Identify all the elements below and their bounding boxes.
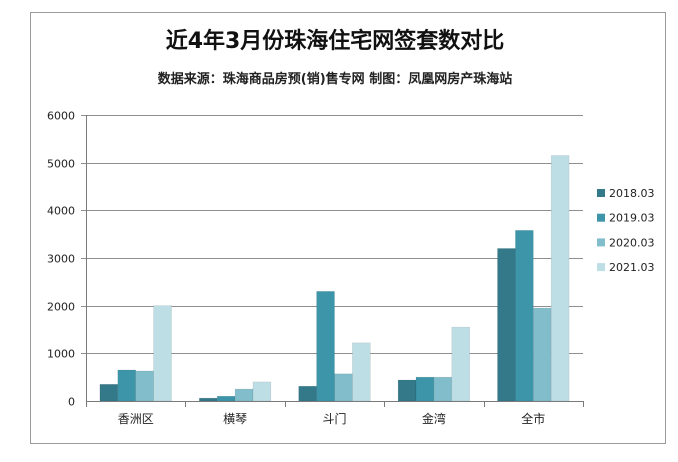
x-tick-label: 香洲区 — [118, 412, 154, 426]
legend-swatch — [597, 213, 605, 222]
chart-title: 近4年3月份珠海住宅网签套数对比 — [165, 29, 505, 54]
legend-label: 2019.03 — [609, 212, 655, 225]
bar-series-2-category-2 — [216, 395, 236, 402]
chart-frame — [30, 12, 666, 444]
bar-series-1-category-2 — [199, 397, 218, 402]
legend-item: 2021.03 — [597, 261, 655, 274]
bar-series-3-category-1 — [135, 370, 154, 402]
y-tick-label: 3000 — [47, 253, 75, 266]
bar-series-2-category-5 — [515, 230, 534, 402]
y-tick-label: 4000 — [47, 205, 75, 218]
y-tick-label: 2000 — [47, 301, 75, 314]
legend-swatch — [597, 189, 605, 197]
chart-subtitle: 数据来源：珠海商品房预(销)售专网 制图：凤凰网房产珠海站 — [157, 72, 513, 87]
bar-series-1-category-1 — [99, 384, 119, 402]
legend-item: 2019.03 — [597, 212, 655, 225]
bar-series-4-category-5 — [550, 155, 570, 402]
x-tick-label: 斗门 — [322, 411, 346, 426]
bar-series-2-category-1 — [117, 369, 136, 402]
bar-series-3-category-5 — [532, 307, 552, 402]
legend-label: 2021.03 — [609, 261, 655, 274]
x-tick-label: 全市 — [521, 411, 545, 426]
bar-series-4-category-2 — [252, 381, 272, 402]
bar-series-1-category-4 — [397, 379, 417, 402]
legend-item: 2018.03 — [597, 187, 655, 200]
legend-swatch — [597, 238, 605, 247]
bar-series-3-category-3 — [334, 373, 353, 402]
x-tick-label: 横琴 — [223, 412, 247, 426]
y-tick-label: 0 — [68, 396, 75, 409]
legend-swatch — [597, 263, 605, 272]
bar-series-4-category-3 — [352, 342, 371, 402]
legend: 2018.03 2019.03 2020.03 2021.03 — [597, 187, 655, 274]
bar-series-3-category-4 — [433, 376, 453, 402]
y-tick-label: 6000 — [47, 110, 75, 123]
bar-series-1-category-3 — [298, 385, 317, 402]
bar-series-4-category-4 — [451, 326, 470, 402]
bar-series-2-category-3 — [316, 291, 335, 402]
x-tick-label: 金湾 — [422, 411, 446, 426]
bar-series-1-category-5 — [497, 248, 516, 402]
bar-series-2-category-4 — [415, 376, 435, 402]
y-tick-label: 1000 — [47, 348, 75, 361]
y-tick-label: 5000 — [47, 158, 75, 171]
bar-series-3-category-2 — [234, 388, 254, 402]
legend-item: 2020.03 — [597, 236, 655, 249]
bar-series-4-category-1 — [153, 305, 172, 402]
legend-label: 2018.03 — [609, 187, 655, 200]
legend-label: 2020.03 — [609, 236, 655, 249]
